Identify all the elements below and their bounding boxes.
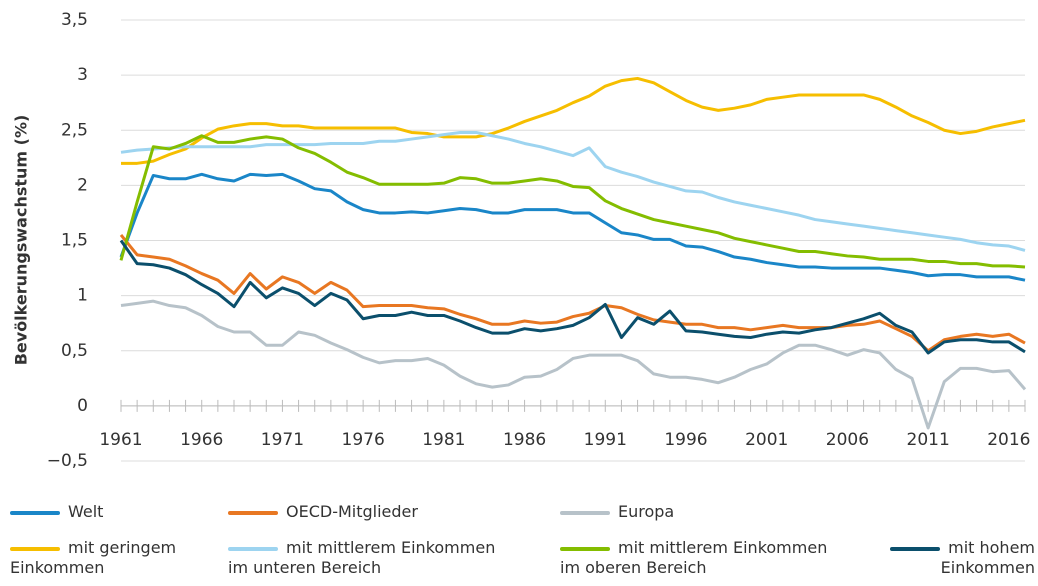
series-line xyxy=(119,172,1026,282)
series-line xyxy=(119,134,1026,269)
legend-label: mit mittlerem Einkommen im unteren Berei… xyxy=(228,538,496,577)
legend-item: mit mittlerem Einkommen im unteren Berei… xyxy=(228,538,518,578)
series-line xyxy=(121,76,1026,165)
y-tick-label: 1 xyxy=(77,286,88,306)
legend-label: mit mittlerem Einkommen im oberen Bereic… xyxy=(560,538,828,577)
x-tick-label: 2001 xyxy=(745,430,788,450)
x-tick-label: 1971 xyxy=(261,430,304,450)
legend-label: mit geringem Einkommen xyxy=(10,538,177,577)
legend-item: mit mittlerem Einkommen im oberen Bereic… xyxy=(560,538,840,578)
series-line xyxy=(119,234,1026,353)
legend-item: Welt xyxy=(10,502,210,522)
legend-swatch xyxy=(560,546,610,551)
y-tick-label: 3,5 xyxy=(61,10,88,30)
legend-label: OECD-Mitglieder xyxy=(286,502,418,521)
x-tick-label: 2006 xyxy=(826,430,869,450)
legend-label: Europa xyxy=(618,502,675,521)
x-tick-label: 1996 xyxy=(664,430,707,450)
series-line xyxy=(120,130,1026,252)
x-tick-label: 1976 xyxy=(342,430,385,450)
x-tick-label: 1961 xyxy=(99,430,142,450)
legend-label: Welt xyxy=(68,502,104,521)
x-tick-label: 1981 xyxy=(422,430,465,450)
y-tick-label: 2,5 xyxy=(61,120,88,140)
legend-item: mit geringem Einkommen xyxy=(10,538,210,578)
x-tick-label: 2016 xyxy=(987,430,1030,450)
y-axis-label: Bevölkerungswachstum (%) xyxy=(12,115,31,366)
y-tick-label: 1,5 xyxy=(61,231,88,251)
x-tick-label: 2011 xyxy=(907,430,950,450)
x-tick-label: 1986 xyxy=(503,430,546,450)
y-tick-label: 0,5 xyxy=(61,341,88,361)
legend-label: mit hohem Einkommen xyxy=(940,538,1035,577)
y-tick-label: 0 xyxy=(77,396,88,416)
legend-item: OECD-Mitglieder xyxy=(228,502,443,522)
y-tick-label: 2 xyxy=(77,175,88,195)
x-tick-label: 1991 xyxy=(584,430,627,450)
series-line xyxy=(119,239,1026,355)
legend-swatch xyxy=(890,546,941,551)
legend-item: mit hohem Einkommen xyxy=(845,538,1035,578)
legend-swatch xyxy=(228,510,278,515)
x-tick-label: 1966 xyxy=(180,430,223,450)
legend-item: Europa xyxy=(560,502,810,522)
y-tick-label: −0,5 xyxy=(47,451,88,471)
y-tick-label: 3 xyxy=(77,65,88,85)
series-line xyxy=(120,299,1027,430)
legend-swatch xyxy=(560,510,610,515)
legend-swatch xyxy=(228,546,278,551)
legend-swatch xyxy=(10,546,60,551)
legend-swatch xyxy=(10,510,60,515)
